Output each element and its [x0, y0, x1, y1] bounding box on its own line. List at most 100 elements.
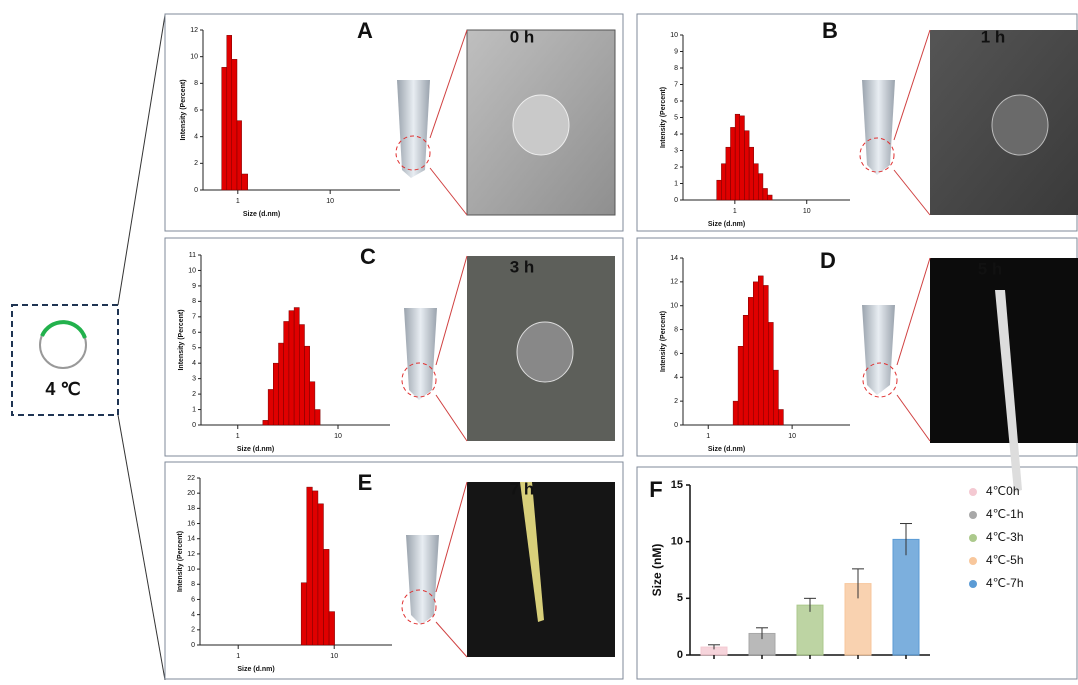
y-tick-label: 8 — [194, 80, 198, 87]
inset-box — [11, 304, 119, 416]
bar — [752, 281, 759, 426]
photos — [466, 29, 1078, 657]
panel-frame — [164, 461, 624, 680]
y-tick-label: 5 — [192, 345, 196, 352]
y-tick-label: 2 — [192, 391, 196, 398]
bar — [730, 127, 736, 201]
y-tick-label: 0 — [191, 642, 195, 649]
x-axis-label: Size (d.nm) — [708, 446, 745, 453]
y-tick-label: 3 — [674, 147, 678, 154]
y-tick-label: 4 — [674, 374, 678, 381]
photo — [467, 482, 615, 657]
zoom-line — [896, 394, 931, 442]
x-tick-label: 10 — [803, 208, 811, 215]
y-tick-label: 10 — [188, 267, 196, 274]
y-tick-label: 0 — [192, 422, 196, 429]
bar — [221, 67, 228, 191]
bar — [314, 409, 321, 426]
panel-letter: D — [820, 248, 836, 273]
bar — [796, 604, 824, 656]
fan-line — [117, 14, 166, 306]
zoom-line — [435, 255, 468, 366]
y-tick-label: 15 — [671, 479, 683, 491]
bar — [273, 362, 279, 426]
zoom-line — [429, 29, 468, 139]
y-tick-label: 10 — [670, 303, 678, 310]
time-label: 5 h — [978, 259, 1003, 278]
bar — [739, 115, 745, 201]
bar — [748, 297, 754, 426]
y-tick-label: 1 — [192, 406, 196, 413]
fan-line — [117, 414, 166, 681]
legend-marker — [969, 580, 977, 588]
panel-letter: F — [649, 477, 662, 502]
zoom-line — [896, 257, 931, 366]
y-tick-label: 6 — [674, 98, 678, 105]
y-tick-label: 0 — [677, 649, 683, 661]
highlight-circle — [401, 362, 437, 398]
y-tick-label: 12 — [187, 551, 195, 558]
tubes — [395, 29, 931, 658]
legend-label: 4℃0h — [986, 484, 1020, 498]
y-tick-label: 4 — [674, 131, 678, 138]
bar — [267, 389, 274, 426]
tube — [397, 80, 430, 178]
x-tick-label: 1 — [733, 208, 737, 215]
bar — [758, 173, 764, 201]
droplet — [991, 94, 1049, 156]
y-tick-label: 0 — [674, 422, 678, 429]
bar — [773, 369, 779, 426]
droplet — [512, 94, 570, 156]
bar — [309, 381, 316, 426]
bar — [288, 310, 295, 426]
zoom-line — [435, 481, 468, 593]
y-tick-label: 11 — [189, 252, 196, 259]
x-tick-label: 1 — [706, 433, 710, 440]
bar — [716, 179, 722, 201]
y-tick-label: 7 — [192, 314, 196, 321]
legend-label: 4℃-3h — [986, 530, 1024, 544]
panel-frame — [636, 466, 1078, 680]
bar — [323, 549, 330, 646]
y-tick-label: 0 — [674, 197, 678, 204]
panel-letter: B — [822, 18, 838, 43]
legend-marker — [969, 511, 977, 519]
y-tick-label: 9 — [674, 48, 678, 55]
bar — [778, 409, 784, 426]
y-tick-label: 3 — [192, 375, 196, 382]
y-tick-label: 1 — [674, 180, 678, 187]
bar — [725, 146, 731, 201]
bar — [734, 113, 740, 201]
y-tick-label: 9 — [192, 283, 196, 290]
bar — [304, 345, 310, 426]
y-tick-label: 6 — [192, 329, 196, 336]
legend-marker — [969, 488, 977, 496]
y-tick-label: 4 — [191, 611, 195, 618]
bar — [226, 35, 233, 191]
bar — [317, 503, 324, 646]
tube — [406, 535, 439, 625]
bar — [328, 611, 335, 646]
y-tick-label: 8 — [674, 65, 678, 72]
y-tick-label: 6 — [194, 107, 198, 114]
tube — [862, 305, 895, 395]
pipette-tip — [520, 482, 544, 622]
time-label: 1 h — [981, 27, 1006, 46]
bar — [744, 130, 750, 201]
panel-letter: E — [358, 470, 373, 495]
tube — [862, 80, 895, 175]
bar — [231, 59, 238, 191]
zoom-line — [893, 169, 931, 216]
y-tick-label: 2 — [194, 160, 198, 167]
y-tick-label: 2 — [674, 398, 678, 405]
highlight-circle — [859, 137, 895, 173]
bar — [767, 194, 773, 201]
y-tick-label: 2 — [674, 164, 678, 171]
y-tick-label: 18 — [187, 505, 195, 512]
bar — [293, 307, 300, 426]
bar — [748, 146, 754, 201]
time-label: 0 h — [510, 27, 535, 46]
y-tick-label: 8 — [674, 326, 678, 333]
x-tick-label: 1 — [236, 198, 240, 205]
y-tick-label: 5 — [674, 114, 678, 121]
